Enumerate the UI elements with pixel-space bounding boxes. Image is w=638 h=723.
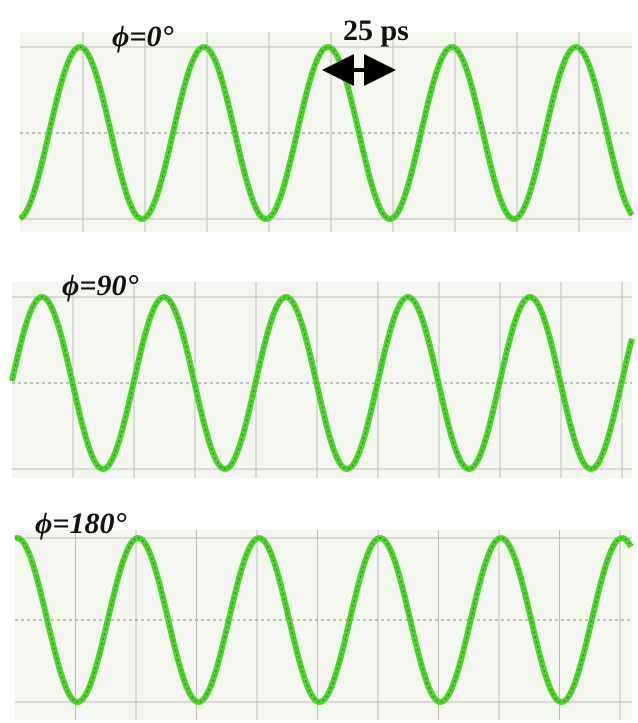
panel-label: ϕ=0° [112,20,173,53]
panel-label: ϕ=90° [62,269,138,302]
scope-panel [20,32,632,232]
panels [12,32,632,720]
figure: 25 ps ϕ=0° ϕ=90° ϕ=180° [0,0,638,723]
scope-panel [12,282,632,478]
scope-panel [15,530,632,720]
panel-label: ϕ=180° [35,507,126,540]
period-label: 25 ps [343,14,409,47]
